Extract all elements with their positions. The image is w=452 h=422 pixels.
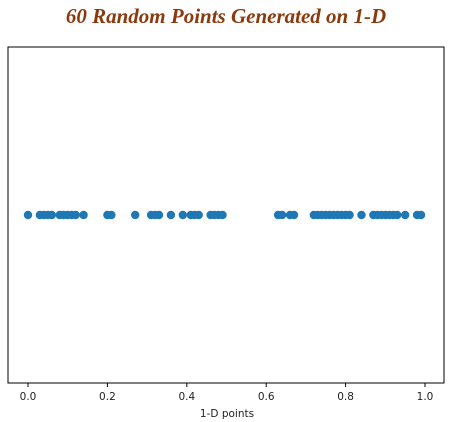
x-tick-label: 0.6: [258, 391, 275, 403]
data-point: [357, 210, 366, 220]
data-point: [79, 210, 88, 220]
x-axis-label: 1-D points: [200, 408, 254, 420]
data-point: [289, 210, 299, 220]
data-point: [166, 210, 176, 220]
x-tick-label: 0.0: [20, 391, 37, 403]
data-point: [393, 210, 402, 220]
data-point: [194, 210, 203, 220]
data-point: [178, 210, 188, 220]
data-point: [130, 210, 140, 220]
plot-area-frame: [7, 46, 445, 384]
data-point: [47, 210, 57, 220]
data-points: [23, 210, 426, 220]
x-axis-ticks: 0.0 0.2 0.4 0.6 0.8 1.0: [20, 383, 434, 403]
data-point: [218, 210, 227, 220]
chart-title: 60 Random Points Generated on 1-D: [65, 4, 387, 28]
x-tick-label: 0.4: [178, 391, 195, 403]
data-point: [277, 210, 287, 220]
data-point: [154, 210, 164, 220]
data-point: [71, 210, 80, 220]
data-point: [23, 210, 33, 220]
data-point: [107, 210, 116, 220]
data-point: [345, 210, 354, 220]
x-tick-label: 0.2: [99, 391, 116, 403]
x-tick-label: 0.8: [337, 391, 354, 403]
data-point: [416, 210, 426, 220]
data-point: [400, 210, 410, 220]
x-tick-label: 1.0: [417, 391, 434, 403]
